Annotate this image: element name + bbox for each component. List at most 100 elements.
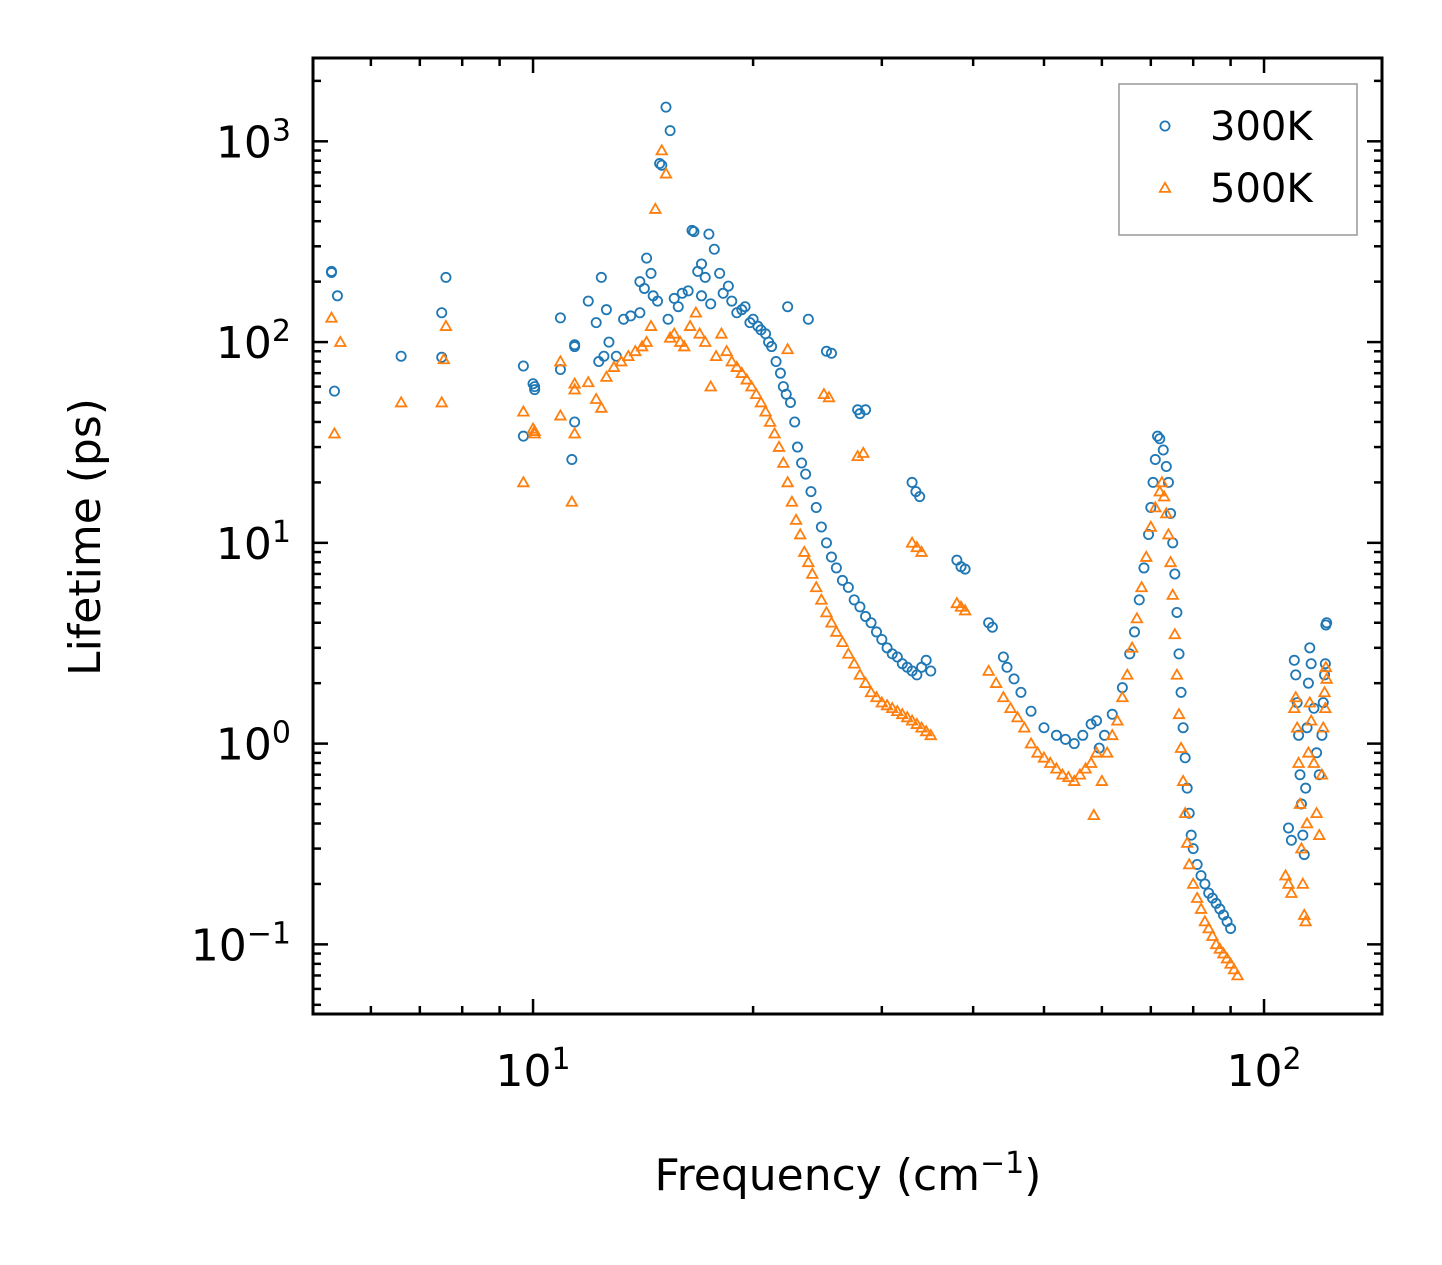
point-300K <box>517 360 529 372</box>
point-500K <box>919 724 933 737</box>
point-300K <box>1290 669 1302 681</box>
y-tick-label: 103 <box>216 113 291 169</box>
x-axis-label: Frequency (cm−1) <box>655 1146 1042 1202</box>
point-500K <box>767 426 782 439</box>
point-300K <box>726 295 738 307</box>
point-500K <box>567 382 582 395</box>
series-500K <box>324 143 1334 981</box>
point-500K <box>914 545 929 557</box>
point-500K <box>858 676 873 688</box>
point-300K <box>1138 562 1150 574</box>
point-300K <box>870 626 882 638</box>
point-300K <box>1302 677 1314 689</box>
point-500K <box>754 395 768 408</box>
point-300K <box>590 317 602 329</box>
point-300K <box>920 654 932 666</box>
point-500K <box>1298 914 1313 927</box>
point-300K <box>1316 729 1328 741</box>
point-300K <box>582 295 594 307</box>
point-500K <box>1318 701 1333 714</box>
point-500K <box>1307 756 1321 768</box>
point-500K <box>1309 806 1324 819</box>
point-500K <box>1301 745 1316 758</box>
point-500K <box>527 424 542 436</box>
plot-area <box>324 101 1334 981</box>
point-500K <box>607 360 621 372</box>
point-300K <box>1050 729 1062 741</box>
point-500K <box>1281 876 1296 889</box>
point-300K <box>784 397 796 409</box>
point-500K <box>1148 500 1163 513</box>
point-300K <box>860 404 872 416</box>
point-500K <box>1061 770 1076 783</box>
point-500K <box>1003 701 1018 714</box>
point-500K <box>1174 741 1188 753</box>
point-500K <box>824 615 839 628</box>
point-500K <box>890 704 905 717</box>
point-300K <box>1106 708 1118 720</box>
data-points <box>324 101 1334 981</box>
point-300K <box>825 347 837 359</box>
legend-marker-300K <box>1159 120 1171 132</box>
point-500K <box>1293 797 1307 809</box>
point-500K <box>659 166 673 179</box>
point-500K <box>1172 707 1186 720</box>
point-300K <box>959 563 971 575</box>
point-500K <box>1105 728 1120 741</box>
point-500K <box>553 354 568 367</box>
y-tick-label: 10−1 <box>191 916 291 972</box>
point-300K <box>1297 829 1309 841</box>
point-500K <box>1300 816 1314 829</box>
point-300K <box>1294 769 1306 781</box>
point-300K <box>881 642 893 654</box>
point-300K <box>1147 476 1159 488</box>
point-300K <box>780 388 792 400</box>
point-500K <box>924 728 938 741</box>
point-300K <box>652 295 664 307</box>
y-tick-label: 102 <box>216 314 291 370</box>
point-300K <box>325 267 337 279</box>
point-500K <box>703 379 718 392</box>
point-300K <box>1288 654 1300 666</box>
point-300K <box>1199 878 1211 890</box>
legend-label-300K: 300K <box>1210 104 1314 150</box>
point-300K <box>705 298 717 310</box>
point-500K <box>581 375 596 388</box>
point-500K <box>841 646 856 659</box>
point-300K <box>805 486 817 498</box>
point-500K <box>567 426 582 439</box>
point-300K <box>1008 673 1020 685</box>
point-500K <box>1134 580 1149 593</box>
point-500K <box>567 376 582 389</box>
point-500K <box>1084 756 1098 768</box>
point-300K <box>569 339 581 351</box>
point-300K <box>925 665 937 677</box>
point-500K <box>780 475 795 488</box>
point-500K <box>856 446 871 458</box>
point-500K <box>809 580 823 593</box>
point-500K <box>1157 489 1171 502</box>
point-300K <box>654 158 666 170</box>
point-500K <box>847 656 861 669</box>
tick-labels: 101 102 10−1 100 101 102 103 <box>191 113 1302 1097</box>
point-300K <box>1169 568 1181 580</box>
point-500K <box>594 400 609 413</box>
point-500K <box>1230 968 1245 981</box>
point-500K <box>333 335 348 347</box>
point-500K <box>1165 587 1180 600</box>
point-300K <box>1152 430 1164 442</box>
point-300K <box>603 336 615 348</box>
point-300K <box>739 301 751 313</box>
legend-marker-500K <box>1158 180 1172 193</box>
point-500K <box>1087 808 1101 820</box>
point-500K <box>900 710 914 723</box>
point-500K <box>730 360 744 372</box>
point-500K <box>1139 550 1153 562</box>
point-500K <box>1319 660 1333 673</box>
point-300K <box>825 551 837 563</box>
point-500K <box>1037 750 1051 763</box>
point-300K <box>703 228 715 240</box>
point-500K <box>1055 767 1070 780</box>
point-300K <box>1185 829 1197 841</box>
